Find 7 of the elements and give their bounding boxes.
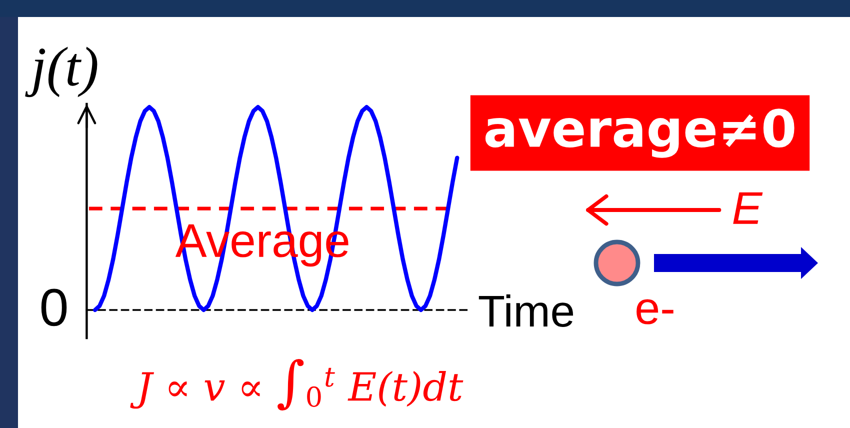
- y-axis-title: j(t): [25, 46, 98, 98]
- text: J ∝ v ∝ ∫$_{0}$$^{t}$ E(t)dt: [130, 358, 464, 411]
- text: e-: [636, 299, 674, 324]
- text: average≠0: [485, 108, 794, 158]
- text: 0: [41, 288, 67, 326]
- x-axis-title: Time: [478, 294, 574, 327]
- text: E: [733, 192, 763, 224]
